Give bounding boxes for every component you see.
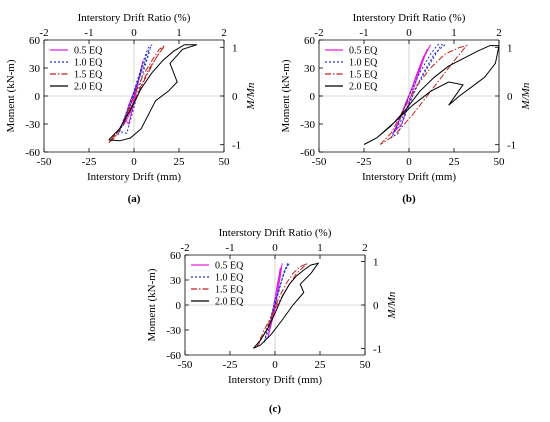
top-tick-label: 1	[176, 27, 182, 39]
right-axis-title: M/Mn	[245, 82, 257, 110]
right-tick-label: -1	[373, 343, 382, 355]
top-tick-label: 0	[131, 27, 137, 39]
top-axis-title: Interstory Drift Ratio (%)	[78, 12, 191, 24]
top-tick-label: 1	[451, 27, 457, 39]
x-tick-label: 0	[131, 156, 137, 168]
panel-label: (b)	[402, 193, 416, 205]
x-tick-label: 0	[406, 156, 412, 168]
x-tick-label: 0	[272, 359, 278, 371]
top-tick-label: -1	[359, 27, 368, 39]
y-tick-label: 60	[170, 250, 182, 262]
x-tick-label: -50	[37, 156, 52, 168]
y-tick-label: -60	[300, 147, 315, 159]
legend-label: 1.0 EQ	[74, 58, 103, 69]
x-tick-label: -25	[82, 156, 97, 168]
top-tick-label: 0	[272, 242, 278, 254]
series-line	[108, 44, 198, 142]
x-tick-label: 25	[449, 156, 461, 168]
top-tick-label: -1	[225, 242, 234, 254]
x-tick-label: -50	[312, 156, 327, 168]
top-tick-label: 2	[221, 27, 227, 39]
y-tick-label: 0	[176, 300, 182, 312]
top-tick-label: -1	[84, 27, 93, 39]
right-tick-label: 1	[373, 257, 379, 269]
legend-label: 2.0 EQ	[74, 82, 103, 93]
y-tick-label: 60	[29, 35, 41, 47]
right-tick-label: -1	[232, 140, 241, 152]
top-tick-label: 2	[496, 27, 502, 39]
series-line	[108, 45, 166, 144]
x-tick-label: -50	[178, 359, 193, 371]
y-tick-label: -60	[166, 350, 181, 362]
top-axis-title: Interstory Drift Ratio (%)	[219, 227, 332, 239]
y-tick-label: 30	[304, 63, 316, 75]
right-axis-title: M/Mn	[520, 82, 532, 110]
y-axis-title: Moment (kN-m)	[280, 59, 292, 132]
series-line	[117, 44, 153, 136]
right-tick-label: 1	[232, 42, 238, 54]
x-tick-label: 50	[494, 156, 506, 168]
right-tick-label: 0	[507, 91, 513, 103]
y-tick-label: -30	[166, 325, 181, 337]
y-tick-label: 60	[304, 35, 316, 47]
top-tick-label: 1	[317, 242, 323, 254]
x-axis-title: Interstory Drift (mm)	[87, 171, 181, 183]
right-axis-title: M/Mn	[386, 291, 398, 319]
y-tick-label: 30	[170, 275, 182, 287]
y-tick-label: -60	[25, 147, 40, 159]
x-tick-label: -25	[357, 156, 372, 168]
series-line	[253, 262, 320, 349]
series-line	[263, 262, 290, 343]
panel-label: (c)	[269, 403, 282, 415]
legend-label: 0.5 EQ	[349, 46, 378, 57]
panel-label: (a)	[128, 193, 141, 205]
x-tick-label: 50	[219, 156, 231, 168]
legend-label: 1.5 EQ	[349, 70, 378, 81]
top-tick-label: -2	[314, 27, 323, 39]
x-tick-label: 50	[360, 359, 372, 371]
x-tick-label: 25	[315, 359, 327, 371]
legend-label: 2.0 EQ	[349, 82, 378, 93]
y-tick-label: -30	[25, 119, 40, 131]
series-line	[379, 44, 468, 145]
legend-label: 0.5 EQ	[215, 261, 244, 272]
legend-label: 2.0 EQ	[215, 297, 244, 308]
x-axis-title: Interstory Drift (mm)	[228, 374, 322, 386]
series-line	[390, 44, 447, 139]
right-tick-label: 0	[232, 91, 238, 103]
legend-label: 1.0 EQ	[215, 273, 244, 284]
x-tick-label: -25	[223, 359, 238, 371]
x-axis-title: Interstory Drift (mm)	[362, 171, 456, 183]
y-tick-label: -30	[300, 119, 315, 131]
right-tick-label: -1	[507, 140, 516, 152]
series-line	[363, 45, 500, 145]
top-tick-label: 0	[406, 27, 412, 39]
top-axis-title: Interstory Drift Ratio (%)	[353, 12, 466, 24]
y-axis-title: Moment (kN-m)	[146, 268, 158, 341]
y-tick-label: 0	[35, 91, 41, 103]
top-tick-label: -2	[39, 27, 48, 39]
legend-label: 1.0 EQ	[349, 58, 378, 69]
top-tick-label: 2	[362, 242, 368, 254]
legend-label: 1.5 EQ	[215, 285, 244, 296]
y-tick-label: 0	[310, 91, 316, 103]
y-axis-title: Moment (kN-m)	[5, 59, 17, 132]
series-line	[392, 44, 432, 134]
top-tick-label: -2	[180, 242, 189, 254]
y-tick-label: 30	[29, 63, 41, 75]
legend-label: 1.5 EQ	[74, 70, 103, 81]
right-tick-label: 0	[373, 300, 379, 312]
x-tick-label: 25	[174, 156, 186, 168]
legend-label: 0.5 EQ	[74, 46, 103, 57]
right-tick-label: 1	[507, 42, 513, 54]
